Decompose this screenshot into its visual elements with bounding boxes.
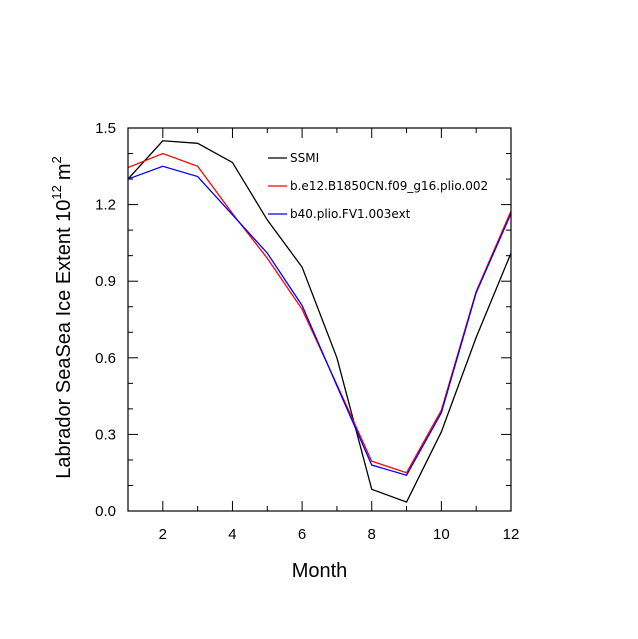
y-tick-label: 0.3 [95,426,116,443]
y-axis-label: Labrador SeaSea Ice Extent 1012 m2 [49,156,75,478]
x-tick-label: 2 [159,526,167,543]
x-tick-label: 4 [228,526,236,543]
y-tick-label: 0.9 [95,273,116,290]
y-tick-label: 1.2 [95,197,116,214]
plot-frame [127,127,512,512]
series-line [127,140,512,503]
y-axis-label-unit-exponent: 2 [49,156,64,163]
x-tick-label: 8 [368,526,376,543]
x-tick-label: 6 [298,526,306,543]
legend: SSMI b.e12.B1850CN.f09_g16.plio.002 b40.pl… [268,151,488,221]
series-line [127,165,512,477]
y-axis-label-exponent: 12 [49,185,64,199]
y-tick-label: 0.6 [95,350,116,367]
y-tick-label: 1.5 [95,120,116,137]
y-tick-label: 0.0 [95,503,116,520]
x-axis-label: Month [292,560,348,582]
y-axis-label-unit: m [53,164,75,181]
x-tick-label: 10 [433,526,450,543]
legend-label: SSMI [290,151,319,165]
legend-label: b40.plio.FV1.003ext [290,207,411,221]
series-lines [127,140,512,503]
x-tick-label: 12 [503,526,520,543]
y-axis-label-text: Labrador SeaSea Ice Extent 10 [53,200,75,479]
tick-labels: 2 4 6 8 10 12 0.0 0.3 0.6 0.9 1.2 1.5 [95,120,519,543]
legend-label: b.e12.B1850CN.f09_g16.plio.002 [290,179,488,193]
